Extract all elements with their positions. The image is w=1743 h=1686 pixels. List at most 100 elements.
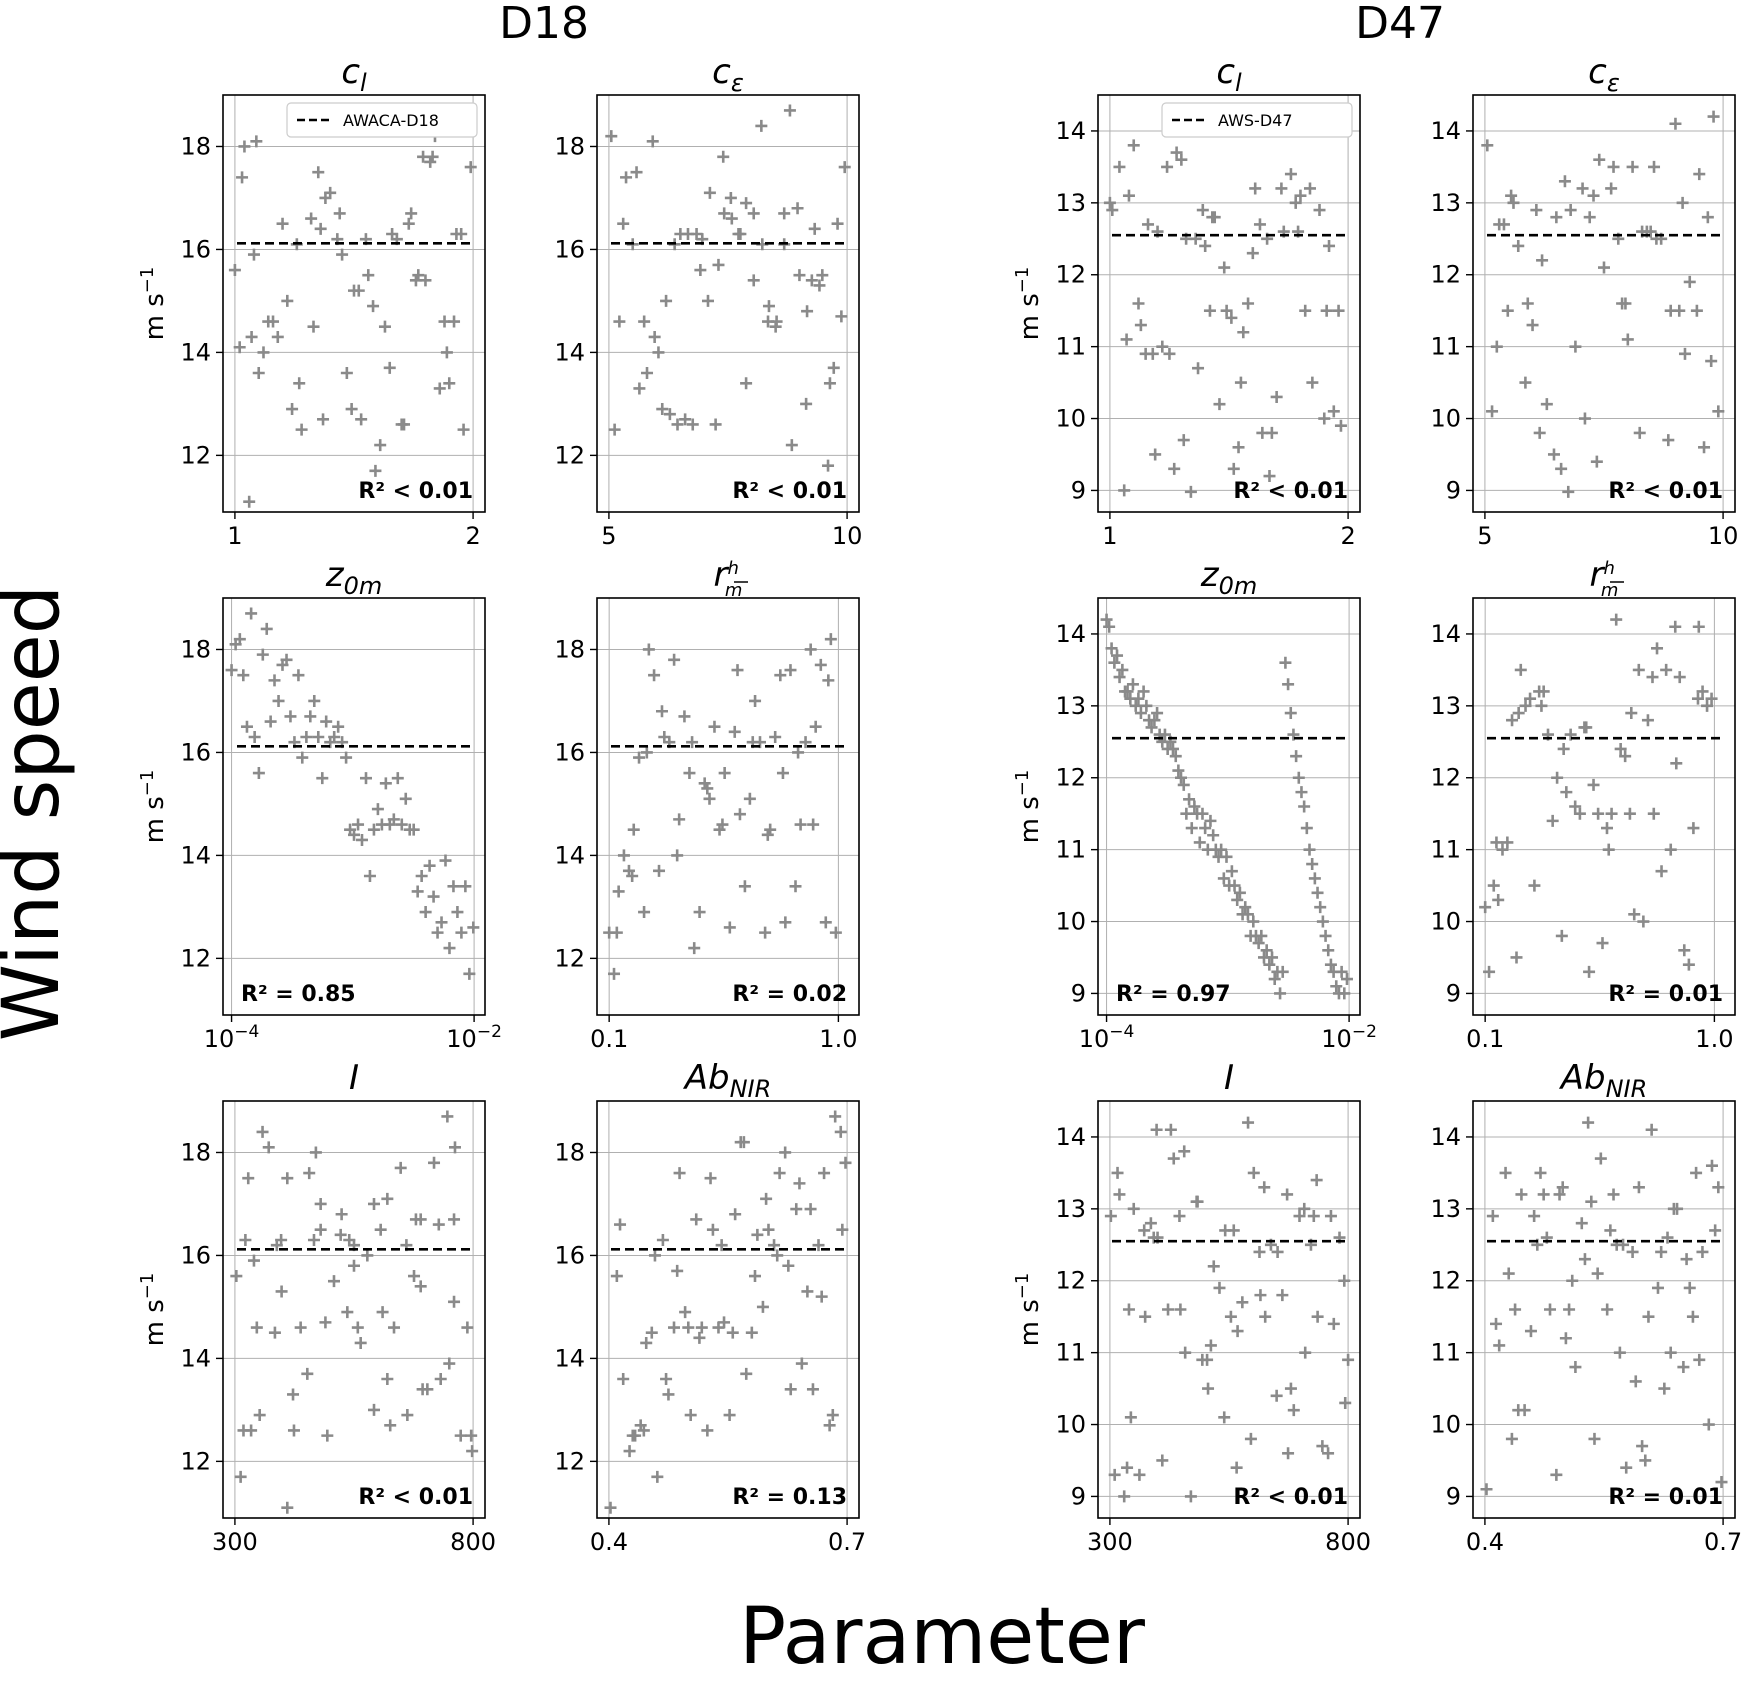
data-point — [655, 705, 668, 718]
data-point — [1616, 297, 1629, 310]
data-point — [1583, 965, 1596, 978]
data-point — [1306, 376, 1319, 389]
data-point — [827, 361, 840, 374]
data-point — [1490, 340, 1503, 353]
data-point — [1651, 1281, 1664, 1294]
data-point — [345, 403, 358, 416]
x-tick-label: 300 — [1087, 1528, 1133, 1556]
data-point — [1183, 793, 1196, 806]
data-point — [633, 382, 646, 395]
data-point — [1629, 1375, 1642, 1388]
y-tick-label: 14 — [180, 338, 211, 366]
data-point — [247, 1254, 260, 1267]
data-point — [1693, 1353, 1706, 1366]
data-point — [726, 1326, 739, 1339]
data-point — [648, 1249, 661, 1262]
x-tick-label: 10−4 — [1079, 1022, 1135, 1053]
data-point — [1287, 1404, 1300, 1417]
data-point — [262, 1141, 275, 1154]
data-point — [712, 258, 725, 271]
panel-title: I — [1224, 1058, 1234, 1098]
x-tick-label: 10−2 — [446, 1022, 502, 1053]
y-tick-label: 18 — [180, 1138, 211, 1166]
data-point — [737, 1136, 750, 1149]
y-tick-label: 12 — [1430, 1267, 1461, 1295]
data-point — [1521, 297, 1534, 310]
data-point — [1108, 656, 1121, 669]
data-point — [1632, 663, 1645, 676]
data-point — [1276, 1289, 1289, 1302]
data-point — [1610, 613, 1623, 626]
y-tick-label: 12 — [1055, 764, 1086, 792]
data-point — [1669, 620, 1682, 633]
data-point — [1658, 1382, 1671, 1395]
data-point — [359, 772, 372, 785]
data-point — [1619, 750, 1632, 763]
data-point — [434, 1373, 447, 1385]
y-tick-label: 9 — [1071, 476, 1086, 504]
y-tick-label: 14 — [554, 841, 585, 869]
x-tick-label: 1.0 — [1695, 1025, 1733, 1053]
data-point — [778, 207, 791, 220]
data-point — [1519, 699, 1532, 712]
data-point — [1587, 778, 1600, 791]
data-point — [751, 1228, 764, 1241]
data-point — [374, 1223, 387, 1236]
data-point — [280, 653, 293, 666]
y-tick-label: 11 — [1430, 1339, 1461, 1367]
data-point — [807, 818, 820, 831]
data-point — [1677, 1361, 1690, 1374]
data-point — [1300, 822, 1313, 835]
data-point — [1683, 275, 1696, 288]
y-tick-label: 12 — [1430, 261, 1461, 289]
y-tick-label: 14 — [180, 841, 211, 869]
data-point — [1512, 239, 1525, 252]
data-point — [773, 1167, 786, 1180]
y-tick-label: 12 — [1055, 1267, 1086, 1295]
data-point — [1596, 937, 1609, 950]
scatter-points — [230, 1110, 479, 1514]
data-point — [1224, 1310, 1237, 1323]
data-point — [1204, 1339, 1217, 1352]
data-point — [320, 715, 333, 728]
data-point — [256, 648, 269, 661]
data-point — [463, 967, 476, 980]
data-point — [352, 284, 365, 297]
data-point — [1636, 1440, 1649, 1453]
data-point — [374, 439, 387, 452]
data-point — [717, 150, 730, 163]
data-point — [1118, 1490, 1131, 1503]
y-tick-label: 10 — [1055, 908, 1086, 936]
data-point — [814, 658, 827, 671]
data-point — [1253, 218, 1266, 231]
data-point — [1172, 764, 1185, 777]
data-point — [613, 315, 626, 328]
data-point — [1140, 699, 1153, 712]
data-point — [447, 880, 460, 893]
data-point — [401, 1409, 414, 1422]
legend: AWACA-D18 — [286, 102, 478, 138]
data-point — [617, 1373, 630, 1385]
data-point — [1490, 1317, 1503, 1330]
data-point — [1683, 1281, 1696, 1294]
data-point — [1535, 699, 1548, 712]
data-point — [250, 135, 263, 148]
data-point — [391, 772, 404, 785]
data-point — [296, 751, 309, 764]
data-point — [1623, 807, 1636, 820]
data-point — [1215, 843, 1228, 856]
data-point — [395, 818, 408, 831]
data-point — [1510, 951, 1523, 964]
data-point — [1191, 1195, 1204, 1208]
data-point — [369, 464, 382, 477]
data-point — [1310, 1174, 1323, 1187]
data-point — [317, 413, 330, 426]
data-point — [368, 1403, 381, 1416]
data-point — [440, 346, 453, 359]
y-tick-label: 10 — [1430, 908, 1461, 936]
data-point — [1298, 800, 1311, 813]
data-point — [1208, 211, 1221, 224]
y-tick-label: 11 — [1055, 1339, 1086, 1367]
